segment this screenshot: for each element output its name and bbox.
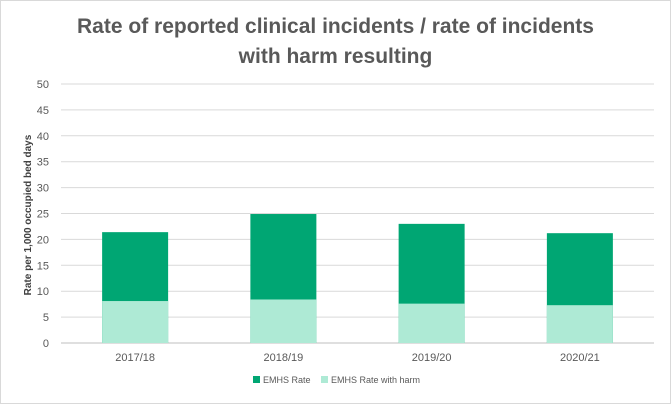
y-tick-label: 5 [43,312,49,324]
bars [102,214,613,343]
legend-label: EMHS Rate [263,375,311,385]
y-tick-label: 0 [43,338,49,350]
y-tick-label: 50 [37,79,49,91]
y-tick-label: 40 [37,131,49,143]
y-tick-label: 25 [37,209,49,221]
y-tick-label: 15 [37,260,49,272]
y-tick-label: 20 [37,234,49,246]
chart-title-line-1: Rate of reported clinical incidents / ra… [77,15,594,38]
y-tick-label: 35 [37,157,49,169]
x-tick-label: 2017/18 [115,352,155,364]
y-axis-ticks: 0 5 10 15 20 25 30 35 40 45 50 [37,79,49,350]
chart-title-line-2: with harm resulting [238,45,433,68]
bar-emhs-rate-with-harm [398,303,465,343]
x-tick-label: 2018/19 [263,352,303,364]
legend-swatch [321,376,328,383]
legend-label: EMHS Rate with harm [331,375,420,385]
bar-emhs-rate-with-harm [102,301,169,343]
legend-swatch [253,376,260,383]
y-tick-label: 45 [37,105,49,117]
y-tick-label: 30 [37,183,49,195]
y-axis-label: Rate per 1,000 occupied bed days [23,134,34,295]
x-tick-label: 2020/21 [560,352,600,364]
chart-title: Rate of reported clinical incidents / ra… [0,12,671,72]
x-axis-ticks: 2017/18 2018/19 2019/20 2020/21 [115,352,600,364]
bar-emhs-rate-with-harm [250,299,317,343]
bar-emhs-rate-with-harm [546,305,613,343]
y-tick-label: 10 [37,286,49,298]
legend: EMHS Rate EMHS Rate with harm [253,375,420,385]
x-tick-label: 2019/20 [412,352,452,364]
